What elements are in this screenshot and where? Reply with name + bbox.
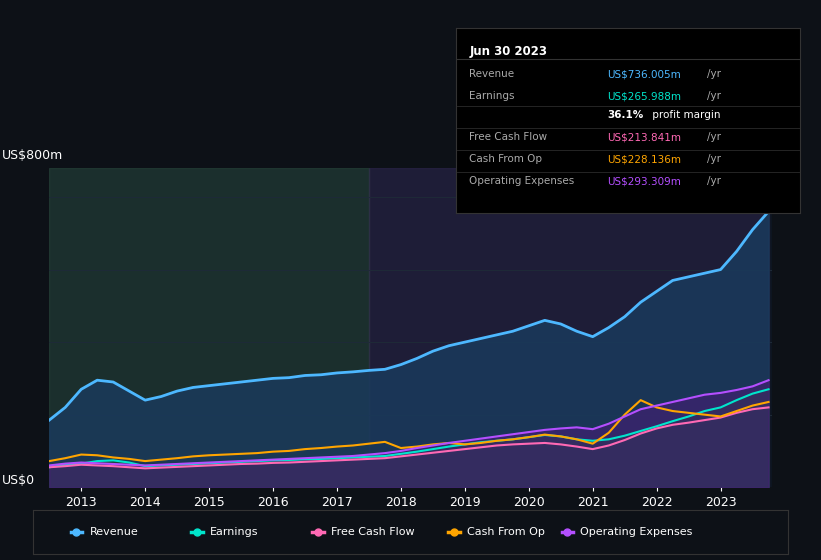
Text: Revenue: Revenue — [470, 69, 515, 79]
Text: /yr: /yr — [708, 69, 722, 79]
Text: US$228.136m: US$228.136m — [608, 154, 681, 164]
Text: Revenue: Revenue — [89, 527, 138, 537]
Text: Jun 30 2023: Jun 30 2023 — [470, 45, 548, 58]
Text: /yr: /yr — [708, 91, 722, 101]
Text: 36.1%: 36.1% — [608, 110, 644, 120]
Text: US$293.309m: US$293.309m — [608, 176, 681, 186]
Text: Cash From Op: Cash From Op — [467, 527, 545, 537]
Text: Free Cash Flow: Free Cash Flow — [331, 527, 415, 537]
Text: Cash From Op: Cash From Op — [470, 154, 543, 164]
Text: Earnings: Earnings — [470, 91, 515, 101]
Text: profit margin: profit margin — [649, 110, 720, 120]
Text: Operating Expenses: Operating Expenses — [580, 527, 693, 537]
Bar — [49, 168, 369, 487]
Text: Earnings: Earnings — [210, 527, 259, 537]
Text: US$265.988m: US$265.988m — [608, 91, 681, 101]
Text: US$0: US$0 — [2, 474, 35, 487]
Text: Operating Expenses: Operating Expenses — [470, 176, 575, 186]
Text: US$736.005m: US$736.005m — [608, 69, 681, 79]
Text: US$800m: US$800m — [2, 148, 63, 162]
Text: /yr: /yr — [708, 132, 722, 142]
Text: /yr: /yr — [708, 154, 722, 164]
Text: Free Cash Flow: Free Cash Flow — [470, 132, 548, 142]
Bar — [369, 168, 768, 487]
Text: US$213.841m: US$213.841m — [608, 132, 681, 142]
Text: /yr: /yr — [708, 176, 722, 186]
